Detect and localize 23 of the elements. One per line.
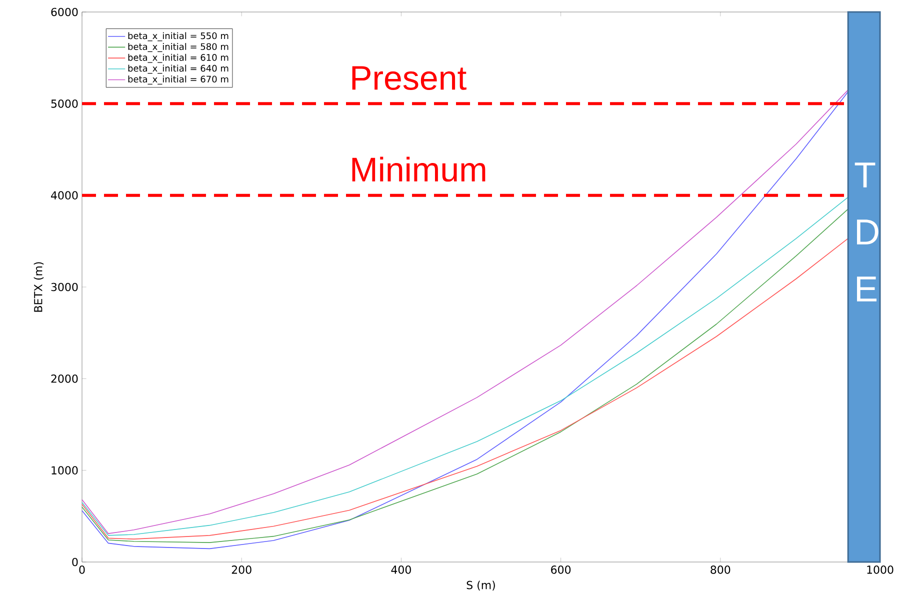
y-tick-label: 5000 [51,100,78,108]
y-tick-label: 2000 [51,374,78,383]
band-label: T D E [854,162,878,302]
ref-line-label: Present [352,66,466,90]
y-tick-label: 4000 [51,191,78,200]
x-tick-label: 600 [551,566,571,574]
x-tick-label: 1000 [867,566,894,574]
y-axis-title: BETX (m) [34,262,44,312]
legend-label: beta_x_initial = 640 m [128,64,228,74]
legend-label: beta_x_initial = 550 m [128,32,228,42]
x-tick-label: 400 [391,566,411,574]
legend-label: beta_x_initial = 610 m [128,54,228,63]
legend-label: beta_x_initial = 580 m [128,43,228,52]
x-tick-label: 800 [710,566,730,574]
y-tick-label: 6000 [51,8,78,16]
y-tick-label: 0 [72,558,78,566]
legend-label: beta_x_initial = 670 m [128,76,228,85]
y-tick-label: 3000 [51,282,78,292]
x-tick-label: 200 [232,566,252,574]
y-tick-label: 1000 [52,466,78,474]
ref-line-label: Minimum [352,156,486,182]
x-axis-title: S (m) [466,580,495,591]
x-tick-label: 0 [79,566,85,574]
